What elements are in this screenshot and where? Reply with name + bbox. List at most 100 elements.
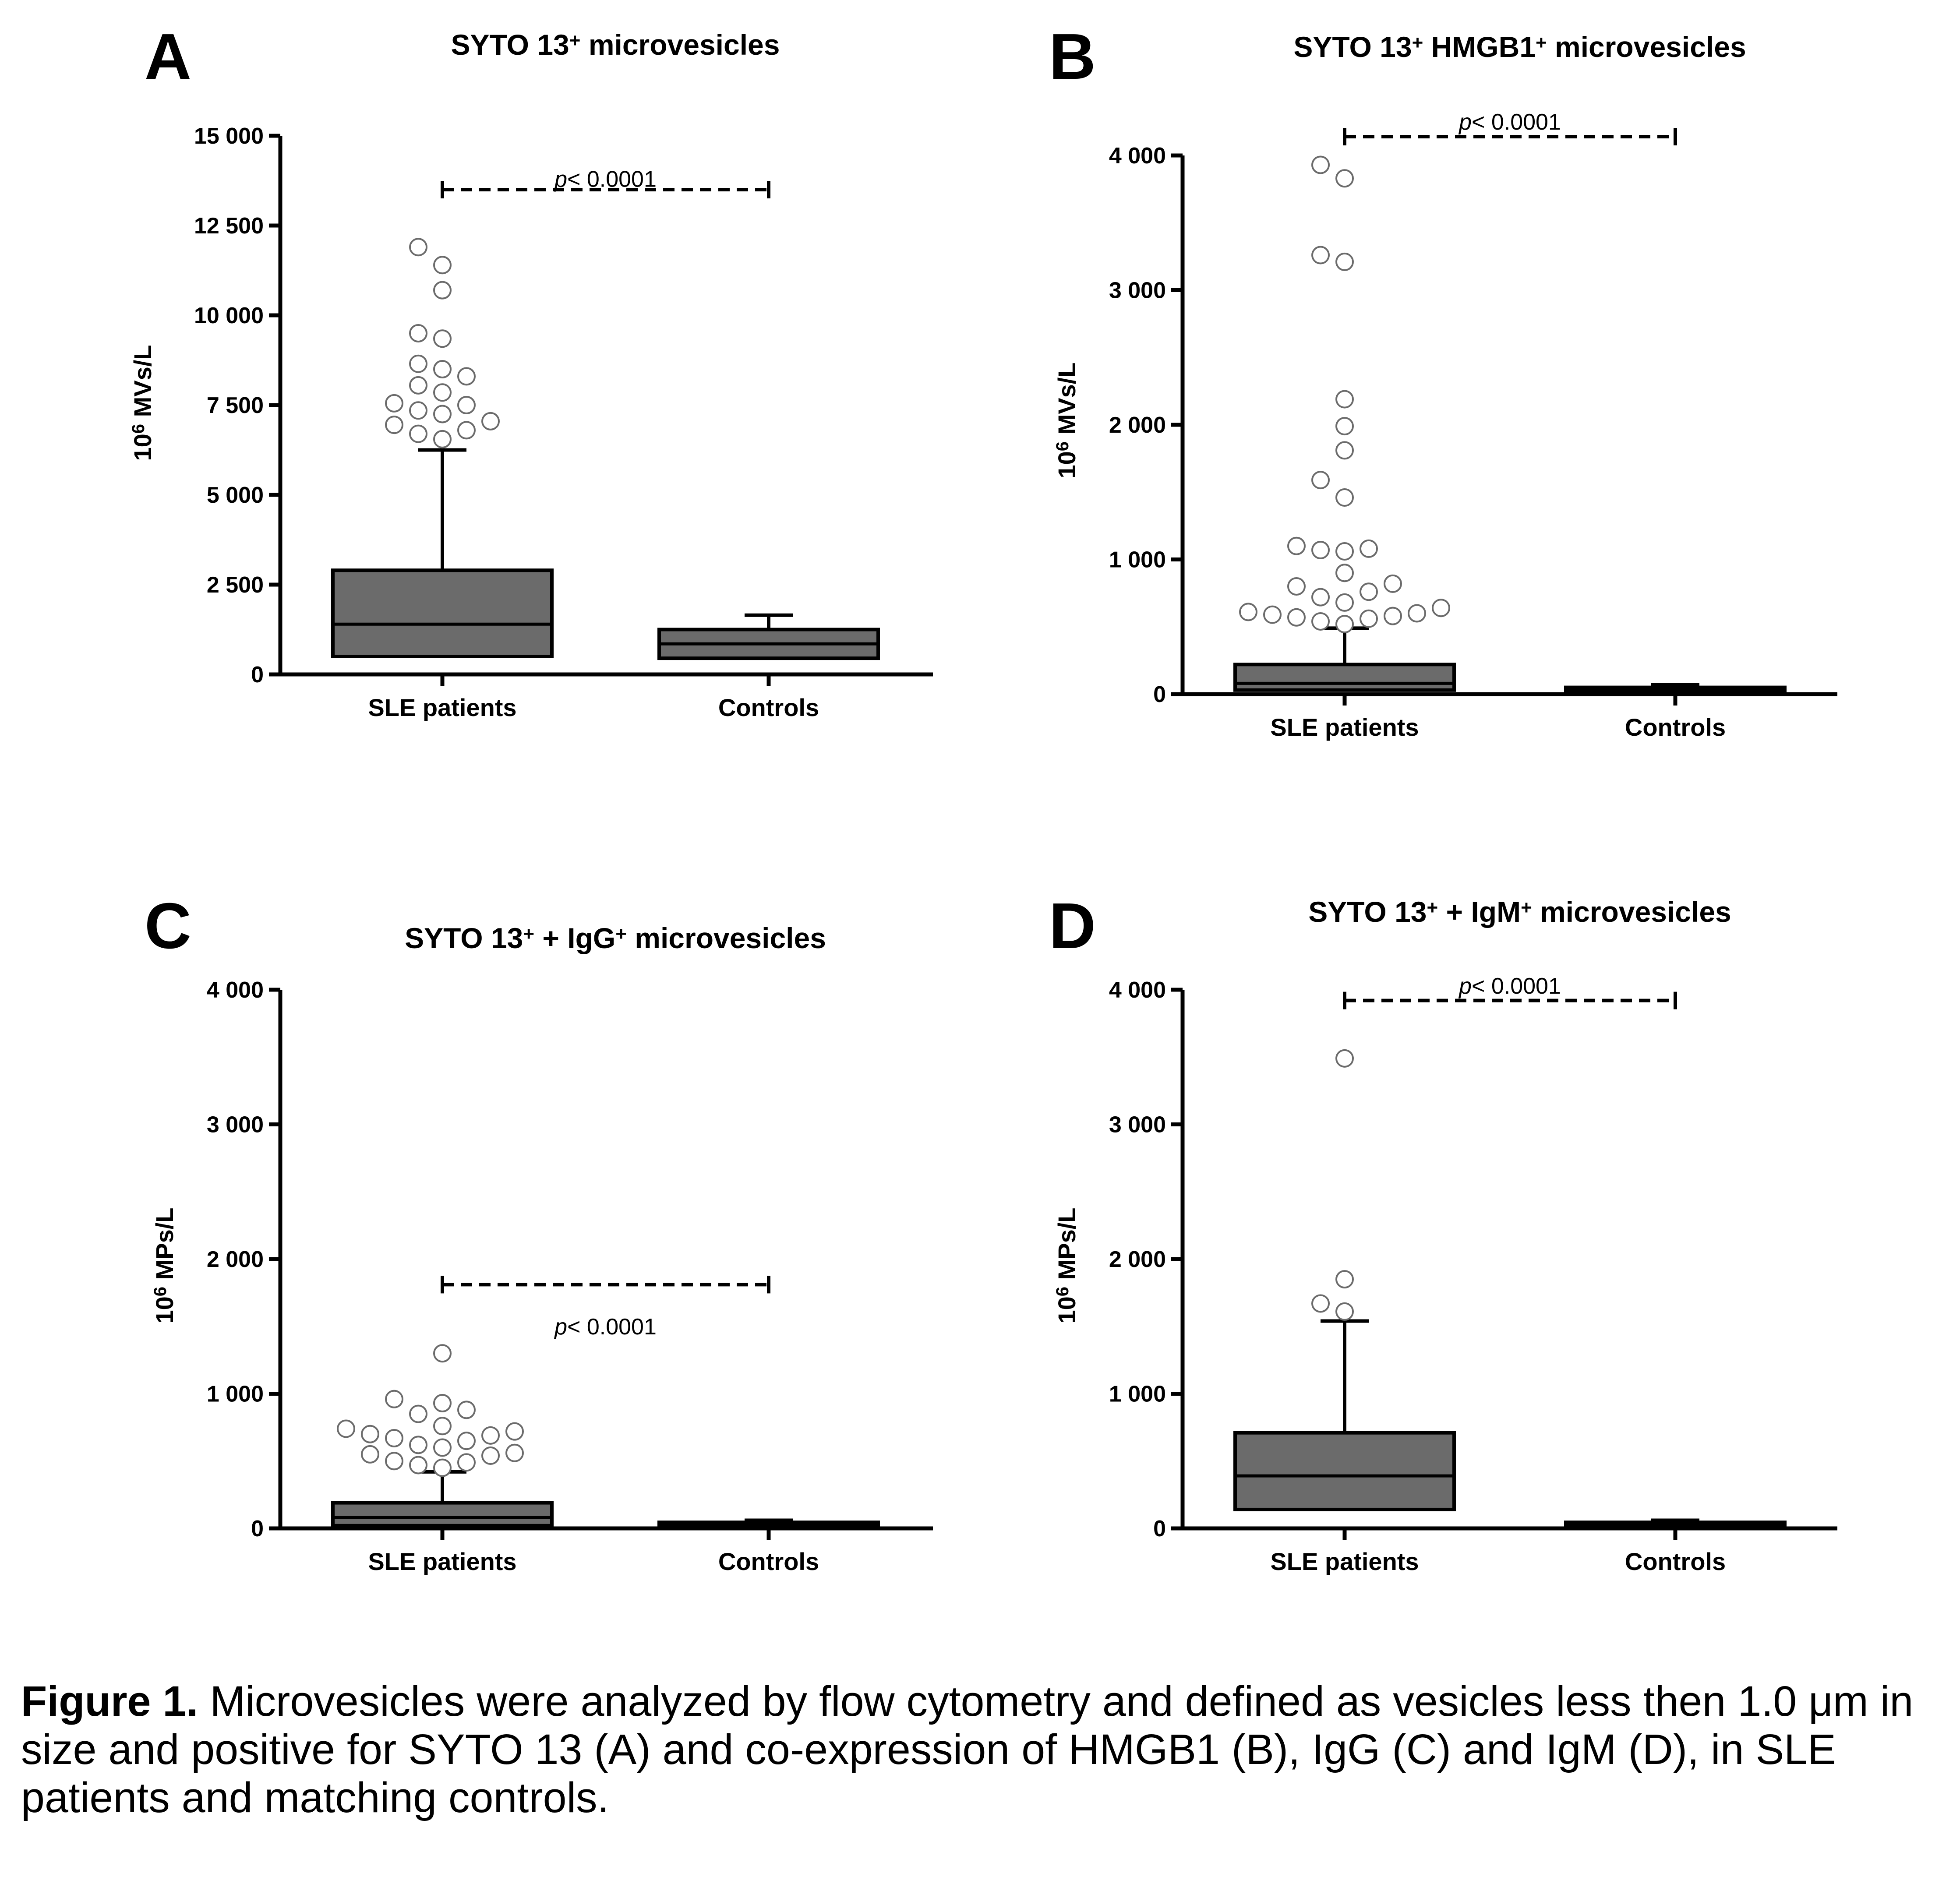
outlier-point — [433, 405, 452, 423]
outlier-point — [409, 354, 427, 373]
y-tick-label: 3 000 — [1109, 1112, 1166, 1138]
outlier-point — [1360, 539, 1378, 558]
outlier-point — [409, 238, 427, 257]
box-sle-patients: SLE patients — [331, 1344, 554, 1575]
box-controls: Controls — [657, 613, 880, 721]
outlier-point — [1384, 607, 1402, 625]
outlier-point — [457, 396, 476, 414]
outlier-point — [1287, 608, 1306, 627]
y-tick-label: 3 000 — [207, 1112, 264, 1138]
outlier-point — [433, 430, 452, 448]
outlier-point — [1360, 609, 1378, 628]
outlier-point — [385, 394, 403, 413]
outlier-point — [433, 256, 452, 275]
outlier-point — [433, 1458, 452, 1477]
outlier-point — [385, 1390, 403, 1408]
outlier-point — [1335, 1049, 1354, 1068]
outlier-point — [1335, 1270, 1354, 1289]
outlier-point — [1335, 1302, 1354, 1321]
outlier-point — [409, 376, 427, 395]
significance-bracket: p< 0.0001 — [441, 166, 770, 198]
outlier-point — [457, 1432, 476, 1450]
outlier-point — [1311, 471, 1330, 490]
panel-letter: C — [145, 890, 191, 962]
panel-letter: B — [1049, 21, 1096, 93]
figure-caption: Figure 1. Microvesicles were analyzed by… — [21, 1677, 1948, 1822]
outlier-point — [1311, 588, 1330, 607]
panel-title: SYTO 13+ HMGB1+ microvesicles — [1293, 31, 1746, 63]
x-category-label: Controls — [718, 694, 819, 721]
y-axis-label: 106 MPs/L — [151, 1207, 178, 1323]
y-axis-label: 106 MVs/L — [129, 345, 156, 461]
x-category-label: SLE patients — [368, 694, 516, 721]
outlier-point — [1335, 390, 1354, 409]
outlier-point — [457, 1453, 476, 1472]
y-axis-label: 106 MVs/L — [1053, 362, 1081, 478]
outlier-point — [1335, 542, 1354, 561]
box-iqr — [1233, 663, 1456, 692]
outlier-point — [433, 1344, 452, 1363]
caption-label: Figure 1. — [21, 1677, 198, 1725]
outlier-point — [1335, 615, 1354, 634]
outlier-point — [385, 416, 403, 434]
p-value-label: p< 0.0001 — [554, 166, 657, 192]
box-sle-patients: SLE patients — [1233, 1049, 1456, 1575]
outlier-point — [1311, 155, 1330, 174]
outlier-point — [505, 1422, 524, 1441]
outlier-point — [409, 424, 427, 443]
chart-panel-b: B SYTO 13+ HMGB1+ microvesicles 0 1 000 2 00… — [1049, 21, 1837, 741]
y-tick-label: 5 000 — [207, 483, 264, 508]
panel-title: SYTO 13+ + IgM+ microvesicles — [1308, 896, 1731, 928]
figure-canvas: A SYTO 13+ microvesicles 0 2 500 5 000 7 500 1… — [129, 21, 1837, 1575]
outlier-point — [1311, 1294, 1330, 1313]
chart-panel-d: D SYTO 13+ + IgM+ microvesicles 0 1 000 2 00… — [1049, 890, 1837, 1575]
box-sle-patients: SLE patients — [331, 238, 554, 721]
outlier-point — [1263, 605, 1282, 624]
outlier-point — [433, 1417, 452, 1436]
outlier-point — [1335, 169, 1354, 188]
outlier-point — [457, 367, 476, 386]
x-category-label: SLE patients — [368, 1548, 516, 1575]
y-tick-label: 1 000 — [1109, 1382, 1166, 1407]
outlier-point — [481, 1446, 500, 1465]
outlier-point — [1335, 564, 1354, 582]
outlier-point — [385, 1452, 403, 1471]
outlier-point — [337, 1419, 355, 1438]
y-tick-label: 3 000 — [1109, 278, 1166, 303]
x-category-label: Controls — [1625, 713, 1726, 741]
significance-bracket: p< 0.0001 — [1343, 109, 1677, 145]
outlier-point — [1335, 441, 1354, 460]
chart-panel-c: C SYTO 13+ + IgG+ microvesicles 0 1 000 2 00… — [145, 890, 933, 1575]
p-value-label: p< 0.0001 — [1458, 109, 1561, 135]
y-tick-label: 0 — [1153, 682, 1166, 707]
y-tick-label: 1 000 — [1109, 547, 1166, 573]
box-sle-patients: SLE patients — [1233, 155, 1456, 741]
x-category-label: SLE patients — [1270, 1548, 1419, 1575]
chart-panel-a: A SYTO 13+ microvesicles 0 2 500 5 000 7 500 1… — [129, 21, 933, 721]
y-tick-label: 2 500 — [207, 572, 264, 598]
outlier-point — [409, 1436, 427, 1454]
y-tick-label: 2 000 — [207, 1247, 264, 1272]
box-controls: Controls — [657, 1518, 880, 1575]
y-tick-label: 12 500 — [194, 213, 264, 239]
outlier-point — [385, 1429, 403, 1447]
panel-letter: A — [145, 21, 191, 93]
outlier-point — [433, 329, 452, 348]
outlier-point — [505, 1443, 524, 1462]
box-iqr — [331, 568, 554, 658]
outlier-point — [1432, 599, 1450, 617]
outlier-point — [433, 281, 452, 300]
y-tick-label: 4 000 — [1109, 977, 1166, 1003]
y-tick-label: 15 000 — [194, 123, 264, 149]
outlier-point — [361, 1445, 379, 1464]
y-tick-label: 2 000 — [1109, 1247, 1166, 1272]
outlier-point — [1287, 536, 1306, 555]
outlier-point — [481, 1426, 500, 1445]
outlier-point — [457, 1401, 476, 1419]
p-value-label: p< 0.0001 — [1458, 974, 1561, 999]
outlier-point — [1239, 603, 1257, 621]
box-controls: Controls — [1564, 1518, 1787, 1575]
significance-bracket: p< 0.0001 — [1343, 974, 1677, 1009]
box-controls: Controls — [1564, 683, 1787, 741]
y-tick-label: 2 000 — [1109, 413, 1166, 438]
